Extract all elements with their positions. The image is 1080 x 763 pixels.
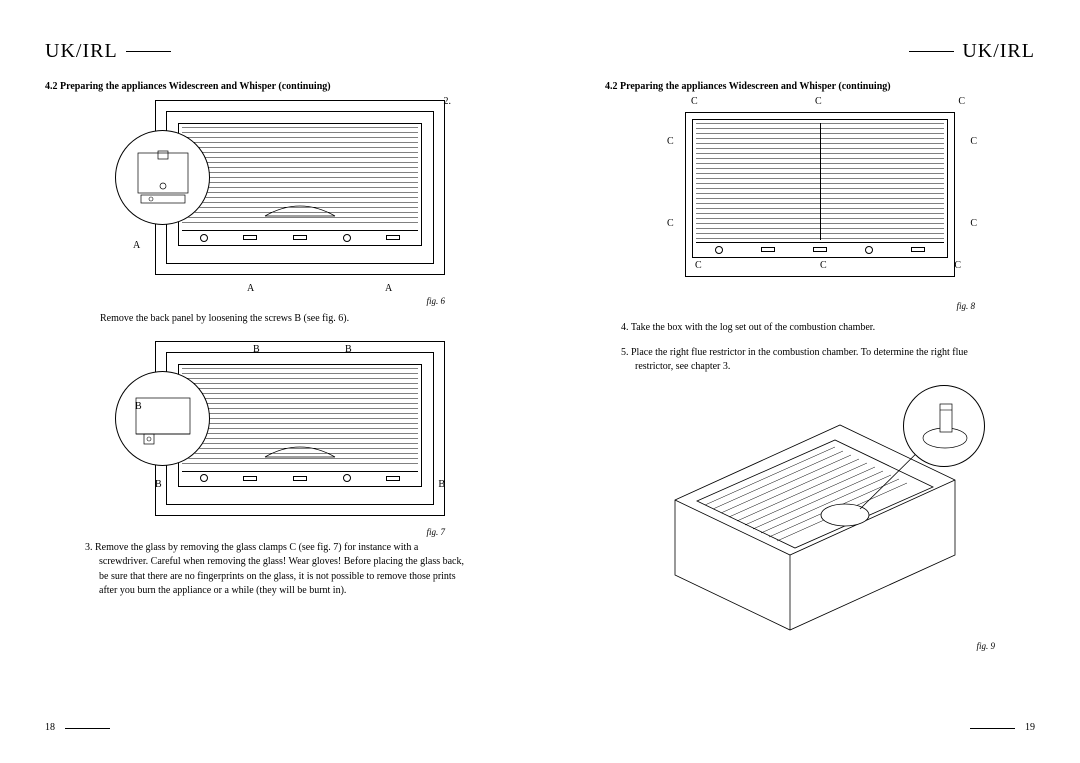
section-heading-right: 4.2 Preparing the appliances Widescreen … [605,81,1035,92]
figure-9 [635,385,995,635]
fig6-caption: fig. 6 [45,296,445,306]
c-br: C [970,218,977,229]
page-number-left: 18 [45,722,55,733]
header-left: UK/IRL [45,40,495,63]
fig7-step3: 3. Remove the glass by removing the glas… [85,541,465,599]
page-right: UK/IRL 4.2 Preparing the appliances Wide… [540,0,1080,763]
fig9-caption: fig. 9 [585,641,995,651]
region-label-left: UK/IRL [45,40,118,63]
fig7-label-B4: B [345,344,352,355]
header-rule-r [909,51,954,52]
fig7-caption: fig. 7 [45,527,445,537]
c-bot-m: C [820,260,827,271]
step5: 5. Place the right flue restrictor in th… [621,346,1001,375]
figure-6: 2. A A A [115,100,445,290]
c-top-l: C [691,96,698,107]
fig7-label-B2: B [155,479,162,490]
step4: 4. Take the box with the log set out of … [621,321,1001,336]
c-ml: C [667,136,674,147]
fig7-label-B5: B [438,479,445,490]
header-rule [126,51,171,52]
page-left: UK/IRL 4.2 Preparing the appliances Wide… [0,0,540,763]
fig6-label-A3: A [385,283,392,294]
fig7-label-B1: B [135,401,142,412]
fig9-callout [903,385,985,467]
page-rule-right [970,728,1015,729]
fig8-caption: fig. 8 [585,301,975,311]
fig7-callout [115,371,210,466]
step2-num: 2. [444,96,452,107]
region-label-right: UK/IRL [962,40,1035,63]
section-heading-left: 4.2 Preparing the appliances Widescreen … [45,81,495,92]
page-rule-left [65,728,110,729]
c-top-r: C [958,96,965,107]
fig7-label-B3: B [253,344,260,355]
fig6-text: Remove the back panel by loosening the s… [100,312,495,327]
c-bot-rr: C [954,260,961,271]
fig6-label-A2: A [247,283,254,294]
c-mr: C [970,136,977,147]
figure-7: B B B B B [115,341,445,521]
figure-8: C C C C C C C C C C [665,100,975,295]
c-bl: C [667,218,674,229]
fig6-callout [115,130,210,225]
header-right: UK/IRL [585,40,1035,63]
fig6-label-A1: A [133,240,140,251]
c-bot-l: C [695,260,702,271]
page-number-right: 19 [1025,722,1035,733]
c-top-m: C [815,96,822,107]
